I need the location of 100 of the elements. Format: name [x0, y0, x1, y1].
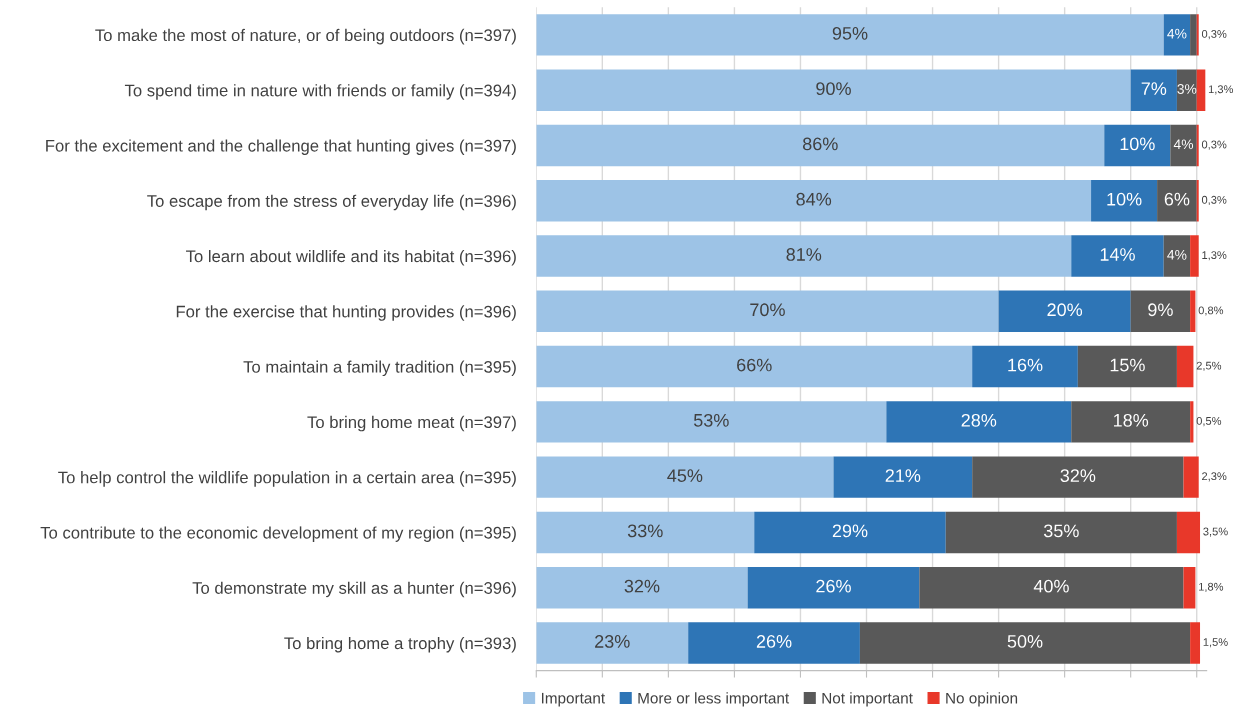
data-label: 35% — [1043, 524, 1079, 538]
bar — [859, 622, 1191, 664]
data-label: 26% — [816, 579, 851, 593]
y-tick-label: For the exercise that hunting provides (n=396) — [176, 305, 516, 321]
data-label: 28% — [961, 413, 997, 427]
bar — [833, 456, 973, 498]
data-label: 90% — [816, 82, 851, 96]
data-label: 4% — [1173, 139, 1194, 150]
bar — [536, 566, 748, 609]
data-label: 1,5% — [1203, 638, 1228, 648]
bar — [536, 14, 1164, 56]
bar — [1071, 401, 1191, 443]
data-label: 86% — [802, 137, 838, 151]
bar — [536, 622, 689, 664]
data-label: 3,5% — [1203, 527, 1228, 537]
bar — [1190, 290, 1196, 333]
data-label: 15% — [1110, 358, 1145, 372]
data-label: 1,3% — [1202, 251, 1227, 261]
bar — [1176, 511, 1201, 554]
data-label: 10% — [1120, 137, 1155, 151]
bar — [1104, 124, 1171, 167]
data-label: 16% — [1008, 358, 1043, 372]
bar — [1183, 456, 1199, 498]
bar — [1163, 235, 1191, 277]
bar — [1157, 180, 1197, 222]
data-label: 66% — [737, 358, 772, 372]
data-label: 21% — [885, 469, 921, 482]
data-label: 26% — [756, 635, 792, 648]
data-label: 2,5% — [1196, 361, 1222, 371]
bar — [754, 511, 946, 554]
y-tick-label: To escape from the stress of everyday life (n=396) — [147, 194, 516, 211]
data-label: 2,3% — [1202, 472, 1227, 482]
y-tick-label: To make the most of nature, or of being outdoors (n=397) — [95, 28, 516, 45]
bar — [1190, 622, 1201, 664]
bar — [1077, 345, 1177, 388]
data-label: 29% — [832, 524, 868, 538]
bar — [1176, 69, 1197, 111]
data-label: 53% — [693, 413, 729, 427]
bar — [972, 345, 1078, 388]
data-label: 10% — [1107, 192, 1142, 206]
data-label: 23% — [595, 635, 630, 648]
legend-label: Important — [541, 692, 605, 707]
data-label: 9% — [1148, 303, 1173, 317]
bar — [919, 566, 1184, 609]
y-tick-label: To bring home meat (n=397) — [307, 415, 516, 432]
data-label: 1,3% — [1208, 85, 1234, 95]
y-tick-label: To help control the wildlife population in a certain area (n=395) — [58, 471, 516, 487]
data-label: 0,8% — [1198, 306, 1224, 316]
bar — [536, 180, 1092, 222]
bar — [1130, 290, 1191, 333]
data-label: 70% — [750, 303, 785, 317]
bar — [886, 401, 1072, 443]
data-label: 81% — [786, 248, 822, 261]
y-tick-label: To spend time in nature with friends or family (n=394) — [124, 84, 516, 100]
bar — [536, 511, 755, 554]
bar — [1183, 566, 1196, 609]
y-tick-label: To contribute to the economic development of my region (n=395) — [40, 526, 516, 542]
bar — [536, 290, 999, 333]
legend-label: Not important — [822, 692, 913, 707]
data-label: 0,3% — [1201, 140, 1227, 150]
bar — [1130, 69, 1177, 111]
data-label: 33% — [627, 524, 663, 538]
y-tick-label: To demonstrate my skill as a hunter (n=396) — [192, 581, 516, 598]
y-tick-label: To learn about wildlife and its habitat (n=396) — [186, 249, 516, 266]
data-label: 0,3% — [1201, 195, 1227, 206]
bar — [1163, 14, 1191, 56]
data-label: 14% — [1100, 248, 1135, 261]
bar — [536, 124, 1105, 167]
bar — [972, 456, 1184, 498]
bar — [536, 456, 834, 498]
bar — [1196, 69, 1206, 111]
data-label: 6% — [1164, 192, 1190, 206]
bar — [536, 401, 887, 443]
bar — [1190, 235, 1199, 277]
y-tick-label: For the excitement and the challenge that hunting gives (n=397) — [46, 139, 516, 155]
bar — [945, 511, 1177, 554]
bar — [998, 290, 1131, 333]
bar — [1170, 124, 1197, 167]
bar — [747, 566, 920, 609]
data-label: 32% — [624, 579, 660, 593]
data-label: 4% — [1167, 249, 1187, 260]
data-label: 20% — [1047, 303, 1083, 317]
bar — [536, 235, 1072, 277]
data-label: 95% — [832, 26, 868, 40]
bar — [536, 69, 1131, 111]
bar — [536, 345, 973, 388]
data-label: 45% — [667, 469, 703, 482]
data-label: 0,5% — [1196, 416, 1222, 427]
data-label: 0,3% — [1201, 30, 1227, 40]
data-label: 32% — [1060, 469, 1096, 482]
bar — [1091, 180, 1158, 222]
legend-label: More or less important — [638, 692, 790, 707]
y-tick-label: To maintain a family tradition (n=395) — [243, 360, 516, 377]
data-label: 40% — [1033, 579, 1069, 593]
bar — [688, 622, 860, 664]
y-tick-label: To bring home a trophy (n=393) — [284, 636, 516, 653]
data-label: 4% — [1167, 28, 1187, 39]
data-label: 18% — [1114, 413, 1149, 427]
legend-label: No opinion — [946, 692, 1018, 707]
bar — [1176, 345, 1194, 388]
